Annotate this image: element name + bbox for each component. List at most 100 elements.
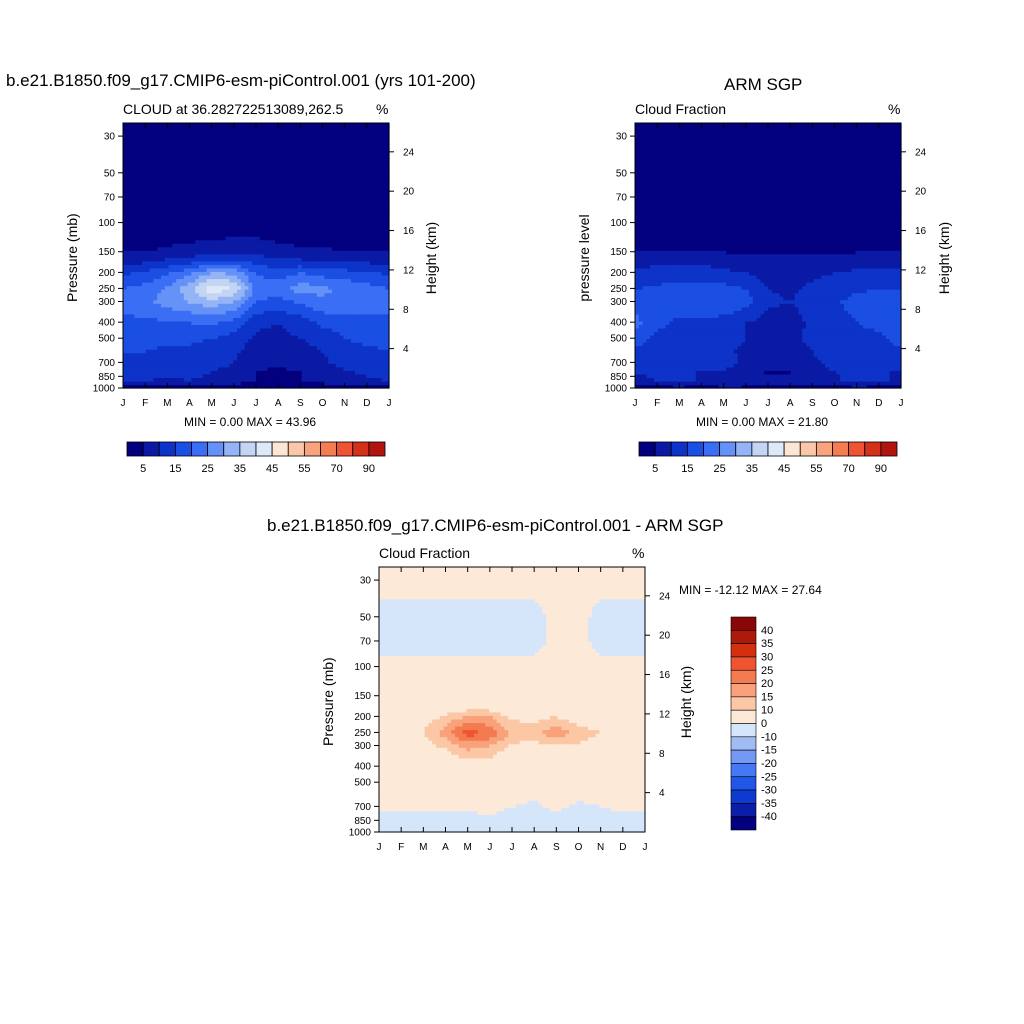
model-cell <box>385 360 389 364</box>
model-cell <box>264 328 268 332</box>
model-cell <box>313 257 317 261</box>
model-cell <box>283 187 287 191</box>
model-cell <box>378 268 382 272</box>
model-cell <box>343 254 347 258</box>
model-cell <box>252 377 256 381</box>
model-cell <box>131 243 135 247</box>
model-cell <box>245 374 249 378</box>
model-cell <box>138 271 142 275</box>
model-cell <box>264 353 268 357</box>
model-cell <box>362 374 366 378</box>
model-cell <box>199 201 203 205</box>
model-cell <box>218 339 222 343</box>
model-cell <box>298 233 302 237</box>
model-cell <box>279 229 283 233</box>
model-cell <box>150 250 154 254</box>
model-cell <box>279 346 283 350</box>
model-cell <box>260 381 264 385</box>
model-cell <box>366 137 370 141</box>
model-cell <box>290 201 294 205</box>
model-cell <box>362 370 366 374</box>
model-cell <box>176 190 180 194</box>
model-cell <box>165 331 169 335</box>
model-cell <box>267 151 271 155</box>
model-cell <box>343 374 347 378</box>
model-cell <box>324 222 328 226</box>
model-cell <box>366 367 370 371</box>
model-cell <box>138 162 142 166</box>
model-cell <box>359 296 363 300</box>
model-cell <box>366 243 370 247</box>
model-cell <box>374 183 378 187</box>
model-cell <box>366 342 370 346</box>
model-cell <box>275 257 279 261</box>
model-cell <box>271 176 275 180</box>
model-cell <box>324 300 328 304</box>
model-cell <box>271 218 275 222</box>
model-cell <box>248 190 252 194</box>
model-cell <box>290 190 294 194</box>
model-cell <box>248 275 252 279</box>
model-cell <box>161 222 165 226</box>
model-cell <box>362 194 366 198</box>
model-cell <box>362 342 366 346</box>
model-cell <box>229 257 233 261</box>
model-cell <box>317 339 321 343</box>
model-cell <box>302 321 306 325</box>
model-cell <box>362 296 366 300</box>
model-cell <box>180 194 184 198</box>
model-cell <box>237 141 241 145</box>
model-cell <box>214 289 218 293</box>
model-cell <box>267 324 271 328</box>
model-cell <box>214 331 218 335</box>
model-cell <box>146 314 150 318</box>
model-cell <box>385 197 389 201</box>
model-cell <box>279 289 283 293</box>
model-cell <box>199 321 203 325</box>
model-cell <box>290 271 294 275</box>
model-cell <box>343 250 347 254</box>
model-cell <box>153 307 157 311</box>
model-cell <box>245 307 249 311</box>
model-cell <box>260 271 264 275</box>
model-cell <box>252 144 256 148</box>
model-cell <box>191 377 195 381</box>
model-cell <box>146 374 150 378</box>
model-cell <box>142 367 146 371</box>
model-cell <box>313 314 317 318</box>
model-cell <box>347 208 351 212</box>
model-cell <box>150 363 154 367</box>
model-cell <box>347 278 351 282</box>
model-cell <box>283 155 287 159</box>
model-cell <box>324 250 328 254</box>
model-cell <box>275 155 279 159</box>
model-cell <box>210 155 214 159</box>
model-cell <box>279 240 283 244</box>
model-cell <box>237 183 241 187</box>
model-cell <box>332 144 336 148</box>
model-cell <box>279 172 283 176</box>
model-cell <box>237 293 241 297</box>
model-cell <box>150 307 154 311</box>
model-cell <box>378 310 382 314</box>
model-cell <box>321 211 325 215</box>
model-cell <box>226 162 230 166</box>
model-cell <box>324 225 328 229</box>
model-cell <box>248 264 252 268</box>
model-cell <box>214 225 218 229</box>
model-cell <box>324 233 328 237</box>
model-cell <box>252 162 256 166</box>
model-cell <box>378 162 382 166</box>
model-cell <box>290 243 294 247</box>
model-cell <box>279 211 283 215</box>
model-cell <box>241 148 245 152</box>
model-cell <box>131 314 135 318</box>
model-cell <box>157 137 161 141</box>
model-cell <box>146 229 150 233</box>
model-cell <box>191 360 195 364</box>
model-cell <box>317 148 321 152</box>
model-cell <box>355 339 359 343</box>
model-cell <box>214 215 218 219</box>
model-cell <box>370 158 374 162</box>
model-cell <box>161 314 165 318</box>
